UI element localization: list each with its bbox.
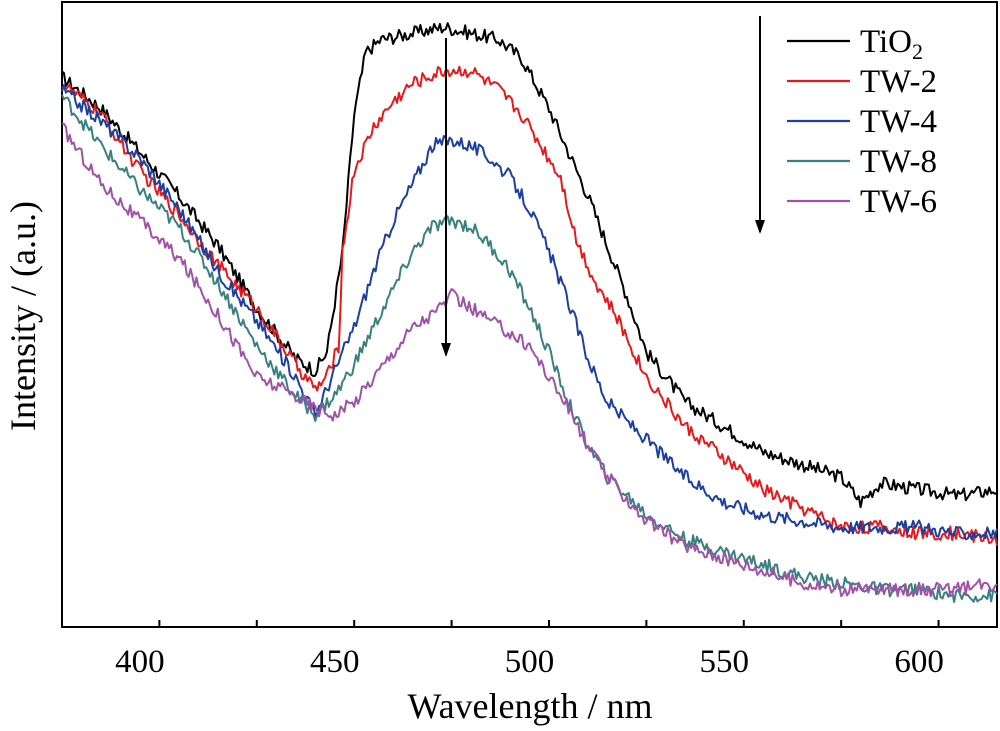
legend-label: TW-8 [860,144,937,180]
series-line-0 [61,22,998,509]
series-line-3 [61,94,998,603]
x-tick-label: 550 [700,644,750,680]
y-axis-title: Intensity / (a.u.) [3,201,43,431]
series-line-4 [61,122,998,598]
x-axis-ticks: 400 450 500 550 600 [61,620,944,680]
x-tick-label: 600 [894,644,944,680]
legend-label: TW-6 [860,184,937,220]
x-tick-label: 500 [505,644,555,680]
legend-label: TW-4 [860,104,937,140]
legend-label: TiO2 [860,24,923,64]
series-lines [61,22,998,603]
legend-label: TW-2 [860,64,937,100]
x-tick-label: 450 [310,644,360,680]
plot-frame [61,1,998,628]
series-line-2 [61,84,998,541]
x-axis-title: Wavelength / nm [407,686,652,726]
series-line-1 [61,65,998,546]
x-tick-label: 400 [115,644,165,680]
